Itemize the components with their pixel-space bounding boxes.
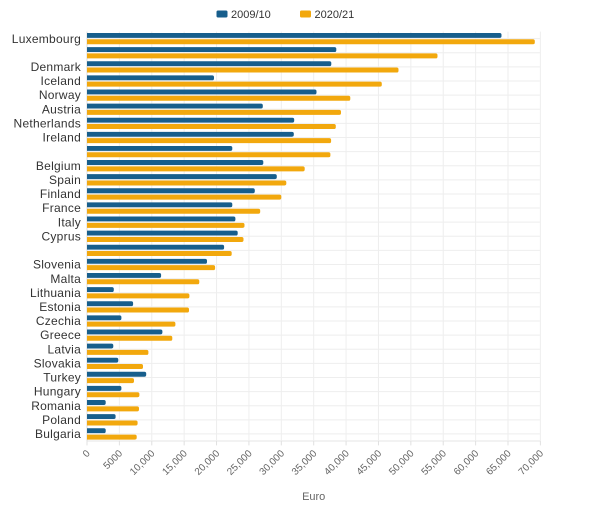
svg-text:Euro: Euro <box>302 491 325 503</box>
svg-text:Latvia: Latvia <box>47 342 81 356</box>
svg-text:Ireland: Ireland <box>43 131 81 145</box>
svg-text:Lithuania: Lithuania <box>30 286 81 300</box>
svg-text:2020/21: 2020/21 <box>315 9 355 21</box>
svg-text:Italy: Italy <box>58 215 81 229</box>
svg-text:Luxembourg: Luxembourg <box>12 32 81 46</box>
svg-text:Iceland: Iceland <box>41 74 81 88</box>
svg-text:Poland: Poland <box>42 413 81 427</box>
svg-text:Turkey: Turkey <box>43 371 81 385</box>
svg-text:France: France <box>42 201 81 215</box>
svg-text:Belgium: Belgium <box>36 159 81 173</box>
svg-text:Malta: Malta <box>50 272 81 286</box>
svg-text:2009/10: 2009/10 <box>231 9 271 21</box>
svg-text:Norway: Norway <box>39 88 81 102</box>
svg-text:Slovenia: Slovenia <box>33 258 81 272</box>
svg-text:Slovakia: Slovakia <box>34 356 81 370</box>
svg-text:Cyprus: Cyprus <box>41 229 81 243</box>
svg-text:Czechia: Czechia <box>36 314 81 328</box>
svg-text:Finland: Finland <box>40 187 81 201</box>
svg-text:Greece: Greece <box>40 328 81 342</box>
svg-text:Hungary: Hungary <box>34 385 81 399</box>
svg-text:Romania: Romania <box>31 399 81 413</box>
svg-text:Austria: Austria <box>42 102 81 116</box>
svg-text:Spain: Spain <box>49 173 81 187</box>
svg-text:Estonia: Estonia <box>39 300 81 314</box>
svg-text:Bulgaria: Bulgaria <box>35 427 81 441</box>
svg-text:Netherlands: Netherlands <box>14 116 81 130</box>
svg-text:Denmark: Denmark <box>31 60 82 74</box>
